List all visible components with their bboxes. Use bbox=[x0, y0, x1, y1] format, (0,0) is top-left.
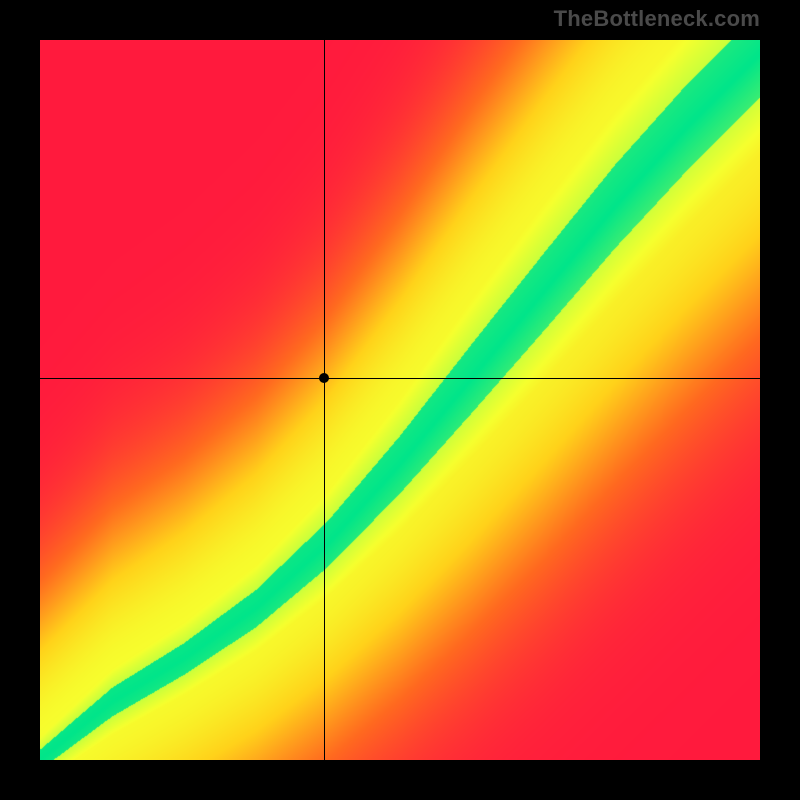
watermark-text: TheBottleneck.com bbox=[554, 6, 760, 32]
figure-outer: TheBottleneck.com bbox=[0, 0, 800, 800]
plot-area bbox=[40, 40, 760, 760]
heatmap-canvas bbox=[40, 40, 760, 760]
crosshair-horizontal bbox=[40, 378, 760, 379]
crosshair-marker bbox=[319, 373, 329, 383]
crosshair-vertical bbox=[324, 40, 325, 760]
